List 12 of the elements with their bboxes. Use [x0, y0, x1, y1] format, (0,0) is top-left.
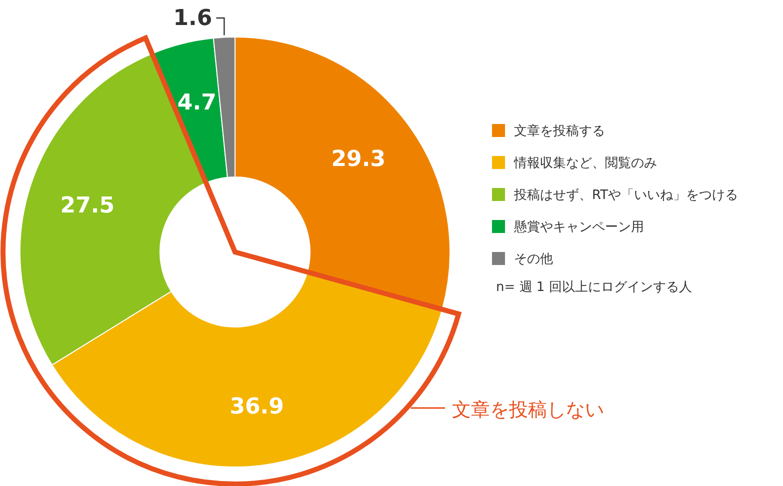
legend-label: 文章を投稿する: [514, 124, 605, 139]
data-label: 1.6: [173, 6, 212, 31]
legend-label: 懸賞やキャンペーン用: [513, 220, 644, 235]
data-label: 29.3: [331, 147, 386, 172]
legend-label: 投稿はせず、RTや「いいね」をつける: [513, 188, 738, 203]
text: n= 週 1 回以上にログインする人: [496, 280, 692, 295]
data-label: 4.7: [177, 90, 216, 116]
data-label: 27.5: [60, 194, 115, 219]
text: 文章を投稿しない: [452, 399, 604, 421]
legend-label: その他: [514, 252, 553, 267]
legend-label: 情報収集など、閲覧のみ: [513, 156, 657, 171]
data-label: 36.9: [230, 394, 284, 420]
